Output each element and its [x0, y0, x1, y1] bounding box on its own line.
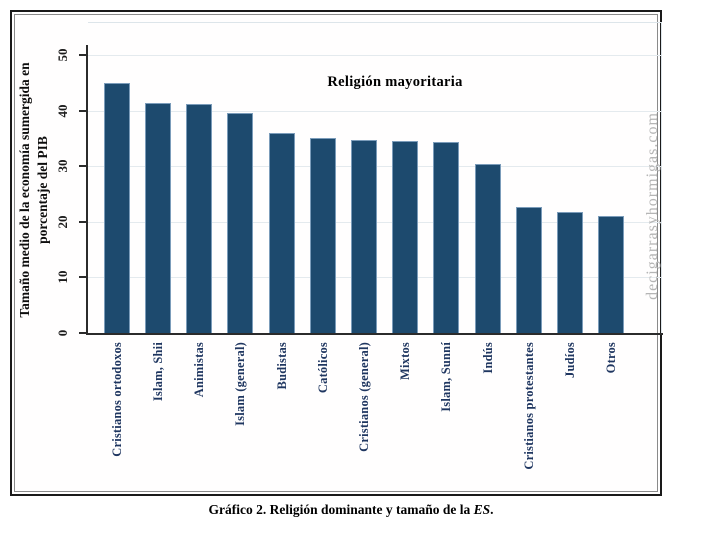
bar-column: Islam, Shii	[137, 22, 178, 401]
bar-column: Islam (general)	[220, 22, 261, 426]
x-category-label: Islam, Shii	[150, 342, 165, 402]
caption-prefix: Gráfico 2. Religión dominante y tamaño d…	[208, 502, 474, 517]
y-axis-line	[86, 45, 88, 334]
x-category-label: Cristianos protestantes	[521, 342, 536, 470]
y-tick-0	[79, 332, 87, 334]
bar-animistas	[186, 104, 213, 333]
x-category-label: Judíos	[563, 342, 578, 378]
y-tick-10	[79, 276, 87, 279]
figure-caption: Gráfico 2. Religión dominante y tamaño d…	[0, 502, 702, 518]
bar-islam-shii	[144, 102, 171, 333]
bar-cristianos-general-	[351, 139, 378, 333]
caption-italic-word: ES	[473, 502, 491, 517]
watermark-text: decigarrasyhormigas.com	[644, 112, 661, 300]
x-category-label: Indús	[480, 342, 495, 374]
bar-column: Cristianos protestantes	[508, 22, 549, 470]
bar-column: Mixtos	[385, 22, 426, 380]
bar-otros	[598, 215, 625, 333]
caption-suffix: .	[490, 502, 494, 517]
x-category-label: Cristianos (general)	[357, 342, 372, 452]
bar-cristianos-protestantes	[515, 206, 542, 333]
bar-islam-sunn-	[433, 141, 460, 333]
x-category-label: Mixtos	[398, 342, 413, 380]
x-category-label: Animistas	[192, 342, 207, 398]
bar-cristianos-ortodoxos	[103, 82, 130, 333]
x-category-label: Cristianos ortodoxos	[109, 342, 124, 457]
x-category-label: Otros	[604, 342, 619, 374]
y-tick-20	[79, 220, 87, 223]
bar-column: Animistas	[178, 22, 219, 397]
bar-column: Judíos	[550, 22, 591, 378]
bar-column: Islam, Sunní	[426, 22, 467, 412]
y-tick-50	[79, 54, 87, 57]
y-axis-title-line1: Tamaño medio de la economía sumergida en	[17, 62, 32, 318]
bar-mixtos	[392, 140, 419, 333]
bar-islam-general-	[227, 112, 254, 333]
bar-column: Otros	[591, 22, 632, 373]
plot-region-border	[88, 22, 662, 333]
bar-ind-s	[474, 163, 501, 333]
bar-budistas	[268, 132, 295, 333]
bar-cat-licos	[309, 137, 336, 333]
bar-jud-os	[557, 211, 584, 333]
bar-column: Católicos	[302, 22, 343, 393]
bar-column: Indús	[467, 22, 508, 374]
y-tick-label-0: 0	[55, 329, 70, 337]
bar-column: Budistas	[261, 22, 302, 389]
x-category-label: Islam, Sunní	[439, 342, 454, 412]
y-tick-label-50: 50	[55, 48, 70, 62]
gridline-y-40	[88, 110, 662, 112]
x-axis-line	[86, 333, 663, 335]
bars-area: Cristianos ortodoxos Islam, Shii Animistas…	[88, 22, 662, 470]
gridline-y-50	[88, 55, 662, 57]
x-category-label: Católicos	[315, 342, 330, 394]
x-category-label: Islam (general)	[233, 342, 248, 426]
y-tick-label-10: 10	[55, 270, 70, 284]
bar-column: Cristianos (general)	[343, 22, 384, 452]
bar-column: Cristianos ortodoxos	[96, 22, 137, 457]
y-tick-label-20: 20	[55, 215, 70, 229]
y-tick-label-30: 30	[55, 159, 70, 173]
y-tick-30	[79, 165, 87, 168]
y-tick-label-40: 40	[55, 104, 70, 118]
y-axis-title: Tamaño medio de la economía sumergida en…	[16, 50, 52, 330]
y-tick-40	[79, 109, 87, 112]
chart-title: Religión mayoritaria	[327, 74, 463, 90]
x-category-label: Budistas	[274, 342, 289, 390]
